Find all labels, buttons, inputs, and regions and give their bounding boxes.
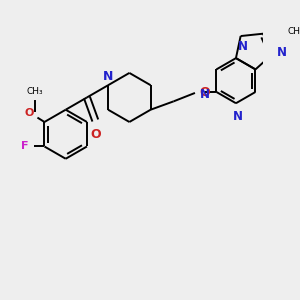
Text: F: F (21, 142, 29, 152)
Text: CH₃: CH₃ (26, 87, 43, 96)
Text: N: N (233, 110, 243, 123)
Text: CH₃: CH₃ (287, 27, 300, 36)
Text: N: N (277, 46, 286, 59)
Text: O: O (90, 128, 101, 140)
Text: N: N (103, 70, 113, 83)
Text: O: O (25, 108, 34, 118)
Text: O: O (199, 85, 210, 99)
Text: N: N (237, 40, 248, 53)
Text: N: N (200, 88, 210, 101)
